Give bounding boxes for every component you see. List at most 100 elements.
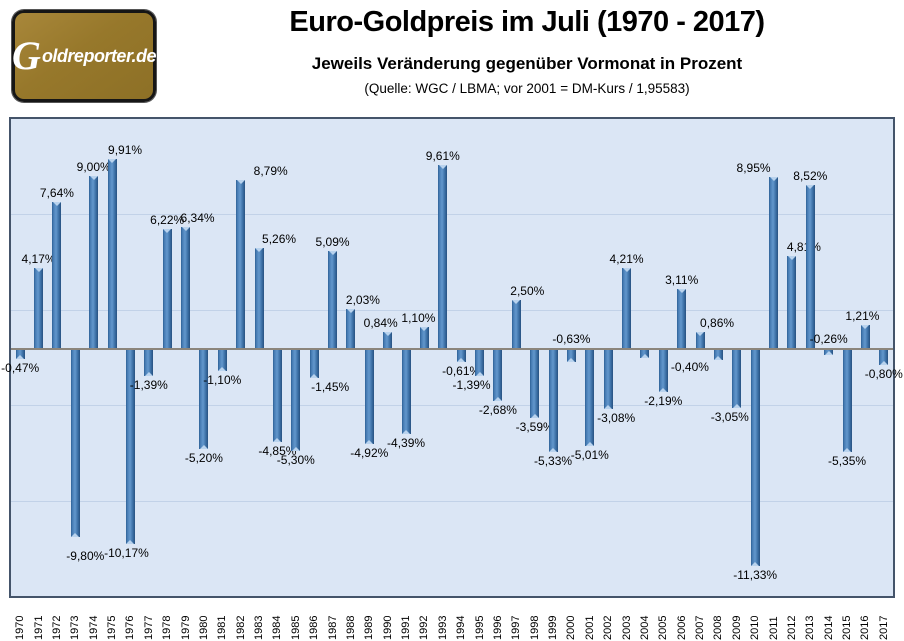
bar-2001 — [585, 349, 595, 446]
bar-1993 — [438, 164, 448, 348]
x-axis-label-2010: 2010 — [749, 615, 762, 640]
bar-value-label-2001: -5,01% — [570, 447, 609, 462]
bar-value-label-1983: 5,26% — [262, 231, 297, 246]
bar-value-label-1976: -10,17% — [104, 546, 149, 560]
bar-value-label-1982: 8,79% — [253, 164, 288, 179]
bar-1974 — [89, 176, 99, 348]
bar-value-label-1981: -1,10% — [203, 372, 242, 387]
bar-2009 — [732, 349, 742, 409]
bar-value-label-2012: 4,81% — [786, 240, 821, 255]
x-axis-label-2007: 2007 — [694, 615, 707, 640]
bar-2014 — [824, 349, 834, 355]
logo-text: oldreporter.de — [41, 45, 157, 66]
bar-1987 — [328, 250, 338, 348]
bar-1979 — [181, 226, 191, 348]
bar-value-label-1990: 0,84% — [363, 315, 398, 330]
x-axis-label-2016: 2016 — [859, 615, 872, 640]
bar-value-label-1996: -2,68% — [478, 403, 517, 418]
x-axis-label-2009: 2009 — [730, 615, 743, 640]
bar-value-label-2000: -0,63% — [552, 331, 591, 346]
bar-1991 — [401, 349, 411, 434]
x-axis-label-1995: 1995 — [473, 615, 486, 640]
bar-1976 — [125, 349, 135, 545]
bar-value-label-2002: -3,08% — [597, 410, 636, 425]
bar-1984 — [272, 349, 282, 443]
x-axis-label-2003: 2003 — [620, 615, 633, 640]
gridline — [11, 309, 893, 311]
x-axis-label-2017: 2017 — [877, 615, 890, 640]
x-axis-label-1975: 1975 — [106, 615, 119, 640]
x-axis-label-2014: 2014 — [822, 615, 835, 640]
bar-value-label-1971: 4,17% — [21, 252, 56, 267]
gridline — [11, 500, 893, 502]
x-axis-label-1993: 1993 — [436, 615, 449, 640]
bar-1988 — [346, 309, 356, 348]
x-axis-label-1972: 1972 — [50, 615, 63, 640]
x-axis-label-2008: 2008 — [712, 615, 725, 640]
x-axis-label-1971: 1971 — [32, 615, 45, 640]
bar-1990 — [383, 331, 393, 348]
bar-1981 — [217, 349, 227, 371]
x-axis-label-1983: 1983 — [253, 615, 266, 640]
bar-value-label-1994: -0,61% — [442, 363, 481, 378]
bar-value-label-1993: 9,61% — [425, 148, 460, 163]
logo-letter-g: G — [12, 33, 41, 78]
x-axis-label-2013: 2013 — [804, 615, 817, 640]
x-axis-label-1988: 1988 — [344, 615, 357, 640]
x-axis-label-2006: 2006 — [675, 615, 688, 640]
x-axis-label-1999: 1999 — [547, 615, 560, 640]
bar-value-label-2010: -11,33% — [733, 568, 778, 583]
bar-value-label-1999: -5,33% — [534, 453, 573, 468]
x-axis-label-1986: 1986 — [308, 615, 321, 640]
bar-value-label-1997: 2,50% — [510, 284, 545, 299]
x-axis-label-2001: 2001 — [583, 615, 596, 640]
bar-value-label-2015: -5,35% — [828, 454, 867, 469]
x-axis-label-1992: 1992 — [418, 615, 431, 640]
x-axis-label-1997: 1997 — [510, 615, 523, 640]
bar-1994 — [456, 349, 466, 362]
bar-1996 — [493, 349, 503, 402]
x-axis-label-1978: 1978 — [161, 615, 174, 640]
bar-value-label-1972: 7,64% — [39, 186, 74, 201]
x-axis-label-1996: 1996 — [491, 615, 504, 640]
bar-value-label-1975: 9,91% — [108, 142, 143, 157]
bar-value-label-1980: -5,20% — [184, 451, 223, 466]
source-note: (Quelle: WGC / LBMA; vor 2001 = DM-Kurs … — [364, 81, 690, 96]
bar-1973 — [70, 349, 80, 537]
bar-1997 — [511, 300, 521, 348]
x-axis-label-1984: 1984 — [271, 615, 284, 640]
bar-value-label-1998: -3,59% — [515, 420, 554, 435]
x-axis-label-2002: 2002 — [602, 615, 615, 640]
bar-value-label-1979: 6,34% — [180, 210, 215, 225]
x-axis-label-1985: 1985 — [289, 615, 302, 640]
bar-value-label-1992: 1,10% — [401, 310, 436, 325]
bar-2002 — [603, 349, 613, 409]
bar-value-label-1985: -5,30% — [276, 453, 315, 468]
bar-2008 — [713, 349, 723, 360]
x-axis-label-1987: 1987 — [326, 615, 339, 640]
bar-value-label-2017: -0,80% — [864, 367, 903, 382]
bar-value-label-2004: -0,40% — [670, 359, 709, 374]
x-axis-label-2015: 2015 — [841, 615, 854, 640]
bar-value-label-1991: -4,39% — [387, 435, 426, 450]
bar-value-label-2009: -3,05% — [710, 410, 749, 425]
bar-value-label-1984: -4,85% — [258, 444, 297, 459]
page-title: Euro-Goldpreis im Juli (1970 - 2017) — [289, 6, 765, 38]
bar-1975 — [107, 158, 117, 348]
bar-2007 — [695, 331, 705, 348]
bar-1995 — [475, 349, 485, 377]
bar-1985 — [291, 349, 301, 452]
bar-1971 — [34, 268, 44, 348]
bar-2015 — [842, 349, 852, 453]
bar-value-label-2014: -0,26% — [809, 331, 848, 346]
bar-value-label-2007: 0,86% — [700, 315, 735, 330]
bar-2004 — [640, 349, 650, 358]
gridline — [11, 405, 893, 407]
bar-value-label-1973: -9,80% — [66, 548, 105, 563]
bar-value-label-2003: 4,21% — [609, 251, 644, 266]
bar-2000 — [566, 349, 576, 362]
bar-2016 — [860, 324, 870, 348]
bar-value-label-2013: 8,52% — [793, 169, 828, 184]
x-axis-label-1979: 1979 — [179, 615, 192, 640]
x-axis-label-1982: 1982 — [234, 615, 247, 640]
